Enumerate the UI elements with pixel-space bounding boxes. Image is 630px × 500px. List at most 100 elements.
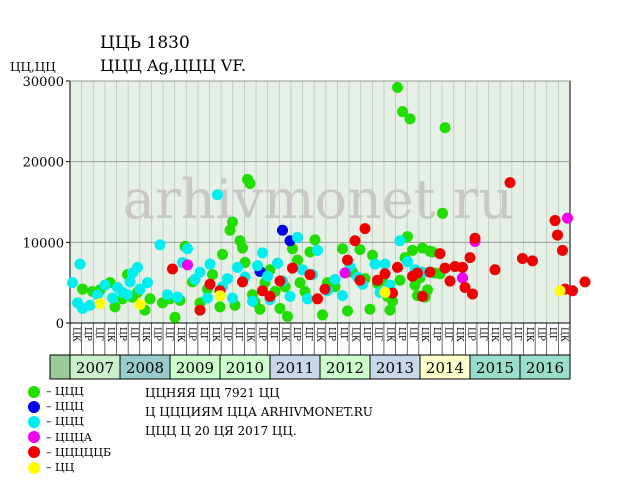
data-point — [254, 303, 266, 315]
data-point — [337, 243, 348, 255]
plot-area — [69, 80, 571, 324]
data-point — [379, 268, 391, 280]
data-point — [132, 261, 143, 273]
month-label: ЦК — [315, 327, 325, 342]
data-point — [342, 254, 353, 266]
data-point — [354, 274, 366, 286]
data-point — [439, 262, 451, 274]
legend-label: – ЦЦ — [46, 461, 75, 475]
data-point — [237, 276, 248, 288]
month-label: ЦГ — [94, 327, 104, 341]
month-label: ЦК — [280, 327, 290, 342]
data-point — [312, 293, 323, 305]
legend-item: – ЦЦЦ — [28, 399, 111, 414]
data-point — [182, 243, 193, 255]
data-point — [317, 309, 328, 321]
month-label: ЦГ — [303, 327, 313, 341]
legend-dot — [28, 431, 40, 444]
legend-item: – ЦЦЦА — [28, 430, 111, 445]
year-label: 2012 — [326, 359, 364, 377]
data-point — [292, 231, 303, 243]
month-label: ЦК — [524, 327, 534, 342]
year-label: 2009 — [176, 359, 214, 377]
chart-title: ЦЦЬ 1830 — [100, 33, 190, 53]
month-label: ЦР — [291, 327, 301, 341]
data-point — [319, 283, 331, 295]
month-label: ЦР — [326, 327, 336, 341]
month-label: ЦР — [396, 327, 406, 341]
y-tick-label: 20000 — [23, 156, 64, 171]
year-band-start — [49, 354, 71, 380]
data-points — [67, 81, 591, 323]
month-label: ЦК — [175, 327, 185, 342]
data-point — [504, 177, 516, 189]
month-label: ЦК — [210, 327, 220, 342]
data-point — [274, 302, 286, 314]
data-point — [167, 263, 178, 275]
legend-label: – ЦЦЦ — [46, 400, 84, 414]
data-point — [304, 269, 316, 281]
data-point — [212, 189, 223, 201]
month-label: ЦГ — [477, 327, 487, 341]
data-point — [237, 242, 248, 254]
data-point — [469, 232, 481, 244]
data-point — [252, 260, 263, 272]
data-point — [394, 274, 406, 286]
year-label: 2013 — [376, 359, 414, 377]
data-point — [359, 223, 371, 235]
data-point — [124, 276, 136, 288]
legend-dot — [28, 385, 40, 398]
data-point — [272, 257, 283, 269]
data-point — [372, 274, 383, 286]
legend-label: – ЦЦЦЦЦБ — [46, 445, 112, 459]
data-point — [282, 311, 293, 323]
data-point — [144, 293, 156, 305]
data-point — [467, 288, 478, 300]
data-point — [367, 249, 378, 261]
data-point — [162, 289, 173, 301]
month-labels: ЦК ЦР ЦГ ЦК ЦР ЦГ ЦК ЦР ЦГ ЦК ЦР ЦГ ЦК ЦР ЦГ ЦК ЦР ЦГ ЦК ЦР… — [69, 322, 571, 356]
data-point — [404, 113, 416, 125]
year-label: 2016 — [526, 359, 564, 377]
data-point — [329, 273, 341, 285]
month-label: ЦР — [117, 327, 127, 341]
y-tick-label: 30000 — [23, 75, 64, 90]
month-label: ЦГ — [233, 327, 243, 341]
data-point — [247, 295, 258, 307]
legend: – ЦЦЦ – ЦЦЦ – ЦЦЦ – ЦЦЦА – ЦЦЦЦЦБ – ЦЦ — [28, 384, 111, 475]
month-label: ЦК — [384, 327, 394, 342]
data-point — [169, 311, 181, 323]
legend-dot — [28, 400, 40, 413]
year-label: 2010 — [226, 359, 264, 377]
data-point — [204, 258, 216, 270]
year-label: 2015 — [476, 359, 514, 377]
month-label: ЦГ — [338, 327, 348, 341]
month-label: ЦГ — [163, 327, 173, 341]
month-label: ЦГ — [373, 327, 383, 341]
data-point — [134, 283, 146, 295]
month-label: ЦГ — [198, 327, 208, 341]
data-point — [342, 305, 353, 317]
data-point — [387, 295, 398, 307]
data-point — [562, 212, 573, 224]
data-point — [457, 261, 468, 273]
month-label: ЦК — [105, 327, 115, 342]
data-point — [84, 299, 96, 311]
data-point — [274, 275, 286, 287]
data-point — [379, 258, 391, 270]
data-point — [244, 177, 256, 189]
data-point — [397, 106, 408, 118]
month-label: ЦК — [245, 327, 255, 342]
data-point — [122, 289, 133, 301]
month-label: ЦК — [349, 327, 359, 342]
watermark: arhivmonet.ru — [123, 168, 513, 231]
y-axis-unit: ЦЦ,ЦЦ — [10, 60, 56, 74]
data-point — [94, 298, 106, 310]
y-tick-label: 10000 — [23, 236, 64, 251]
data-point — [439, 122, 451, 134]
data-point — [277, 224, 288, 236]
data-point — [67, 277, 78, 289]
legend-dot — [28, 446, 40, 459]
data-point — [417, 242, 428, 254]
data-point — [182, 259, 193, 271]
